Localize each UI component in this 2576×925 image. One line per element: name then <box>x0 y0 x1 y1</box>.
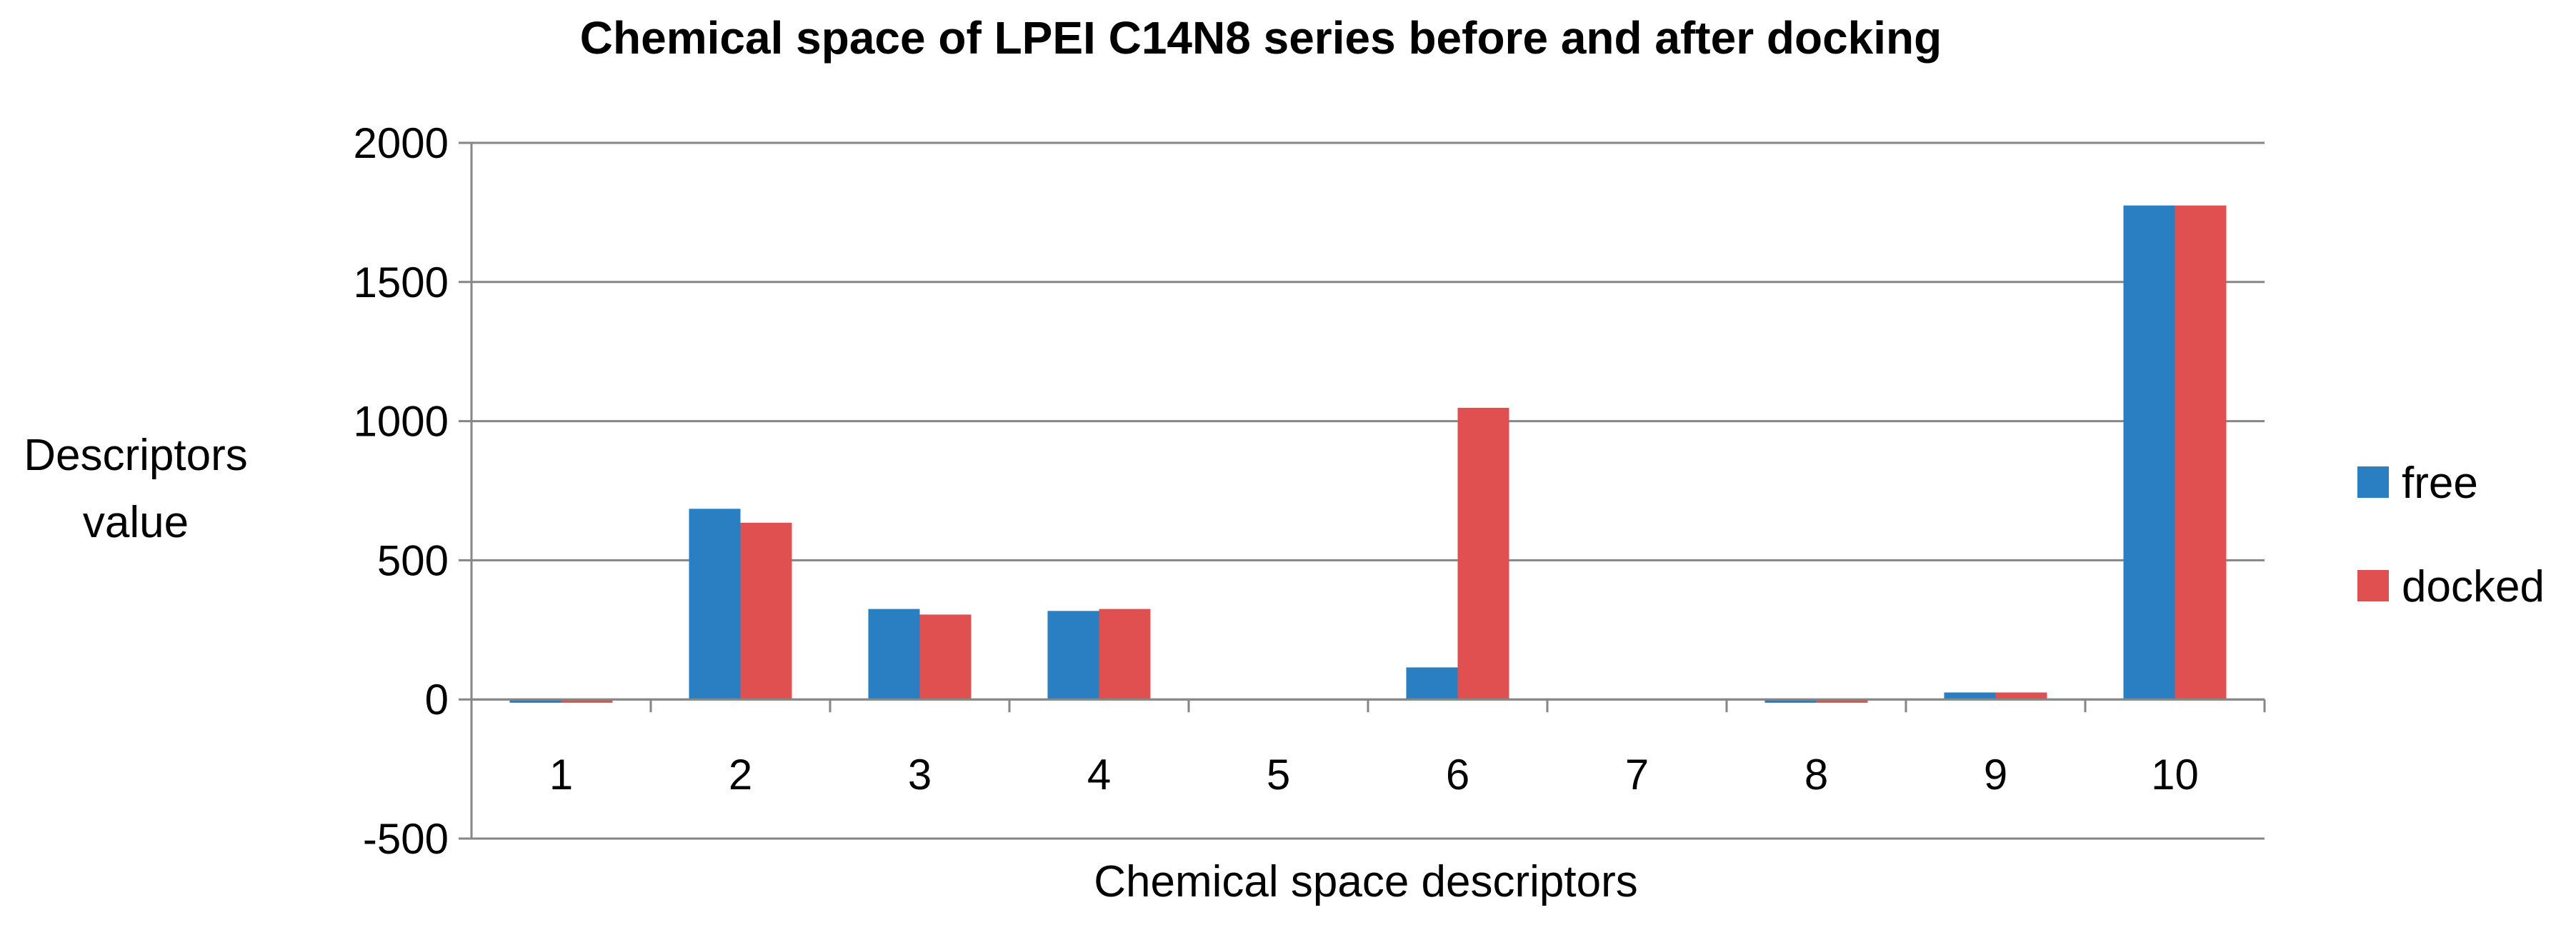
chart-title: Chemical space of LPEI C14N8 series befo… <box>580 12 1942 64</box>
legend-label-free: free <box>2402 459 2478 508</box>
bar-docked-10 <box>2175 205 2227 700</box>
bar-free-10 <box>2123 205 2175 700</box>
bar-docked-3 <box>919 614 972 700</box>
x-tick-label: 3 <box>908 751 932 799</box>
bar-free-2 <box>689 509 741 700</box>
axes <box>459 141 2266 840</box>
legend-swatch-docked <box>2357 570 2389 601</box>
y-tick-label: 500 <box>377 536 449 584</box>
y-tick-label: 1500 <box>354 259 449 306</box>
bar-free-8 <box>1764 699 1817 703</box>
legend-label-docked: docked <box>2402 562 2545 611</box>
y-tick-label: 2000 <box>354 119 449 167</box>
x-tick-label: 9 <box>1984 751 2007 799</box>
y-tick-label: 1000 <box>354 398 449 446</box>
x-tick-label: 1 <box>549 751 573 799</box>
bar-docked-6 <box>1457 407 1509 700</box>
bar-free-3 <box>868 609 920 700</box>
bar-free-1 <box>509 699 561 703</box>
bars <box>509 205 2227 703</box>
gridlines <box>471 141 2265 840</box>
legend: free docked <box>2357 459 2545 611</box>
x-axis-label: Chemical space descriptors <box>1094 857 1638 906</box>
legend-swatch-free <box>2357 466 2389 498</box>
x-tick-label: 8 <box>1804 751 1828 799</box>
bar-docked-2 <box>740 522 792 700</box>
x-tick-label: 5 <box>1267 751 1290 799</box>
y-tick-label: 0 <box>425 676 449 724</box>
x-tick-label: 2 <box>729 751 752 799</box>
x-tick-label: 10 <box>2151 751 2199 799</box>
x-tick-label: 7 <box>1625 751 1649 799</box>
y-tick-labels: -500 0 500 1000 1500 2000 <box>354 119 449 863</box>
y-axis-label-line-2: value <box>83 498 189 547</box>
bar-docked-4 <box>1099 609 1151 700</box>
bar-free-9 <box>1944 692 1996 700</box>
y-axis-label-line-1: Descriptors <box>24 431 248 480</box>
bar-free-4 <box>1047 611 1099 700</box>
bar-docked-8 <box>1816 699 1868 703</box>
x-tick-label: 6 <box>1446 751 1469 799</box>
bar-docked-1 <box>561 699 613 703</box>
bar-free-6 <box>1406 667 1458 700</box>
y-tick-label: -500 <box>363 815 449 863</box>
bar-docked-9 <box>1995 692 2047 700</box>
x-tick-labels: 1 2 3 4 5 6 7 8 9 10 <box>549 751 2199 799</box>
x-tick-label: 4 <box>1087 751 1111 799</box>
